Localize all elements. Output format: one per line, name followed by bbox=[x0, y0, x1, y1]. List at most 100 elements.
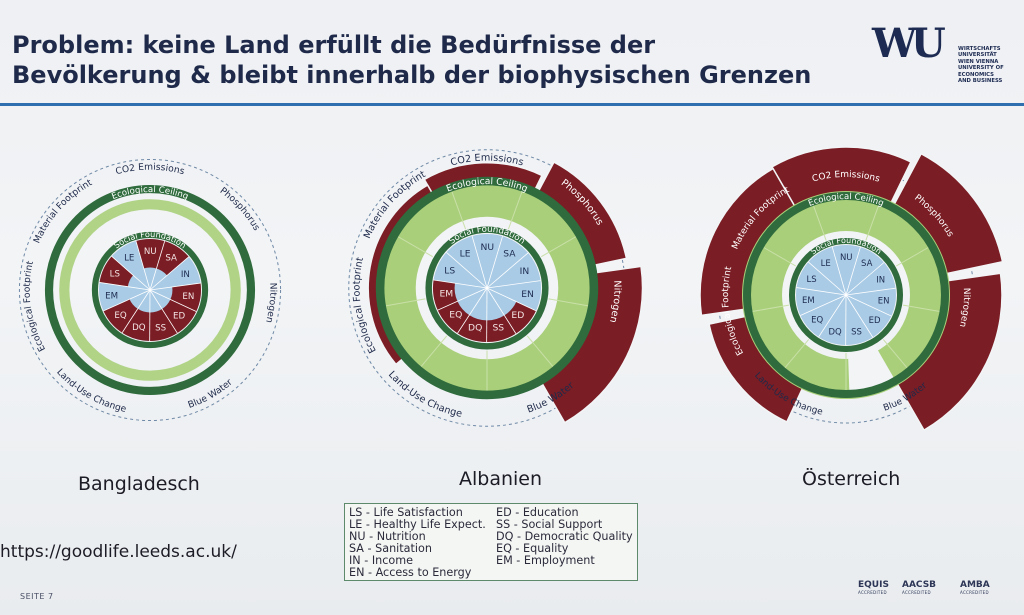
wheel-spoke bbox=[149, 289, 178, 334]
social-code-dq: DQ bbox=[132, 323, 146, 333]
social-code-eq: EQ bbox=[449, 310, 462, 321]
shortfall-wedge bbox=[122, 308, 150, 341]
shortfall-wedge bbox=[486, 315, 516, 342]
band-divider bbox=[812, 204, 827, 241]
social-code-em: EM bbox=[105, 291, 118, 301]
wheel-spoke bbox=[845, 247, 861, 296]
logo-text: WIRTSCHAFTS UNIVERSITÄT WIEN VIENNA UNIV… bbox=[958, 46, 1018, 84]
wheel-spoke bbox=[437, 287, 488, 311]
social-code-ed: ED bbox=[511, 310, 524, 321]
safe-space-band bbox=[59, 199, 241, 381]
wu-logo: WU WIRTSCHAFTS UNIVERSITÄT WIEN VIENNA U… bbox=[872, 22, 1017, 92]
legend-item: LS - Life Satisfaction bbox=[349, 506, 463, 519]
band-divider bbox=[882, 339, 909, 369]
wheel-spoke bbox=[845, 294, 892, 317]
social-code-le: LE bbox=[460, 248, 471, 259]
legend-item: DQ - Democratic Quality bbox=[496, 530, 633, 543]
equis-label: EQUIS bbox=[858, 580, 889, 590]
country-label-albania: Albanien bbox=[459, 468, 543, 490]
social-code-ss: SS bbox=[492, 322, 504, 333]
band-divider bbox=[451, 190, 467, 230]
legend-item: IN - Income bbox=[349, 554, 413, 567]
band-divider bbox=[762, 246, 797, 267]
social-code-ed: ED bbox=[173, 312, 185, 322]
wheel-spoke bbox=[149, 241, 166, 291]
logo-line: WIRTSCHAFTS bbox=[958, 46, 1001, 52]
social-code-en: EN bbox=[878, 297, 890, 307]
social-code-ss: SS bbox=[851, 328, 862, 338]
social-code-le: LE bbox=[821, 259, 831, 269]
band-divider bbox=[548, 298, 590, 307]
wheel-spoke bbox=[486, 280, 541, 289]
equis-badge: EQUIS ACCREDITED bbox=[858, 580, 889, 595]
wheel-spoke bbox=[457, 287, 488, 334]
band-divider bbox=[526, 335, 555, 368]
social-code-ls: LS bbox=[806, 275, 816, 285]
wheel-spoke bbox=[796, 287, 847, 296]
social-code-ss: SS bbox=[155, 323, 166, 333]
wheel-spoke bbox=[486, 252, 529, 289]
title-line-1: Problem: keine Land erfüllt die Bedürfni… bbox=[12, 31, 656, 59]
aacsb-badge: AACSB ACCREDITED bbox=[902, 580, 936, 595]
social-code-en: EN bbox=[521, 289, 534, 300]
legend-item: EQ - Equality bbox=[496, 542, 569, 555]
aacsb-sub: ACCREDITED bbox=[902, 590, 931, 595]
amba-label: AMBA bbox=[960, 580, 990, 590]
legend-item: EN - Access to Energy bbox=[349, 566, 472, 579]
social-code-nu: NU bbox=[144, 247, 157, 257]
wheel-spoke bbox=[446, 252, 488, 289]
social-code-en: EN bbox=[182, 292, 194, 302]
wheel-spoke bbox=[845, 262, 885, 296]
amba-sub: ACCREDITED bbox=[960, 590, 989, 595]
source-url[interactable]: https://goodlife.leeds.ac.uk/ bbox=[0, 542, 237, 562]
shortfall-wedge bbox=[457, 315, 487, 342]
co2-label: CO2 Emissions bbox=[449, 153, 524, 169]
title-line-2: Bevölkerung & bleibt innerhalb der bioph… bbox=[12, 61, 812, 89]
shortfall-wedge bbox=[170, 283, 201, 312]
aacsb-label: AACSB bbox=[902, 580, 937, 590]
logo-mark: WU bbox=[872, 20, 946, 67]
social-code-in: IN bbox=[520, 266, 530, 277]
wheel-spoke bbox=[800, 294, 847, 316]
co2-label-path: CO2 Emissions bbox=[811, 170, 881, 185]
social-code-dq: DQ bbox=[468, 322, 482, 333]
nitrogen-label: Nitrogen bbox=[263, 283, 278, 325]
band-divider bbox=[865, 204, 880, 241]
social-foundation-ring bbox=[91, 231, 209, 349]
legend-item: SS - Social Support bbox=[496, 518, 603, 531]
social-code-le: LE bbox=[124, 253, 134, 263]
shortfall-wedge bbox=[504, 301, 536, 334]
co2-label-path: CO2 Emissions bbox=[449, 153, 524, 169]
social-code-eq: EQ bbox=[811, 316, 823, 326]
legend-item: EM - Employment bbox=[496, 554, 595, 567]
social-code-in: IN bbox=[876, 275, 885, 285]
logo-line: AND BUSINESS bbox=[958, 78, 1003, 85]
social-code-sa: SA bbox=[861, 259, 873, 269]
band-divider bbox=[540, 235, 578, 258]
ecological-footprint-label: Ecological Footprint bbox=[22, 260, 48, 354]
wheel-spoke bbox=[831, 246, 847, 296]
wheel-spoke bbox=[121, 289, 151, 333]
nitrogen-label-path: Nitrogen bbox=[263, 283, 278, 325]
wheel-spoke bbox=[845, 294, 874, 338]
shortfall-wedge bbox=[437, 301, 470, 334]
shortfall-wedge bbox=[149, 308, 178, 341]
country-label-bangladesh: Bangladesch bbox=[78, 473, 200, 495]
wheel-spoke bbox=[486, 287, 517, 334]
band-divider bbox=[783, 339, 810, 369]
ecological-ceiling-ring bbox=[375, 176, 599, 400]
page-number: SEITE 7 bbox=[20, 592, 54, 601]
country-label-austria: Österreich bbox=[802, 468, 901, 490]
wheel-spoke bbox=[99, 282, 151, 291]
social-code-nu: NU bbox=[840, 253, 853, 263]
social-code-eq: EQ bbox=[114, 311, 126, 321]
co2-label-path: CO2 Emissions bbox=[114, 162, 186, 178]
shortfall-wedge bbox=[433, 279, 458, 311]
social-code-ed: ED bbox=[869, 316, 881, 326]
wheel-spoke bbox=[149, 256, 190, 291]
band-divider bbox=[384, 298, 426, 307]
logo-line: WIEN VIENNA bbox=[958, 58, 999, 65]
shortfall-wedge bbox=[99, 256, 134, 287]
wheel-spoke bbox=[471, 235, 488, 289]
social-code-nu: NU bbox=[480, 242, 494, 253]
